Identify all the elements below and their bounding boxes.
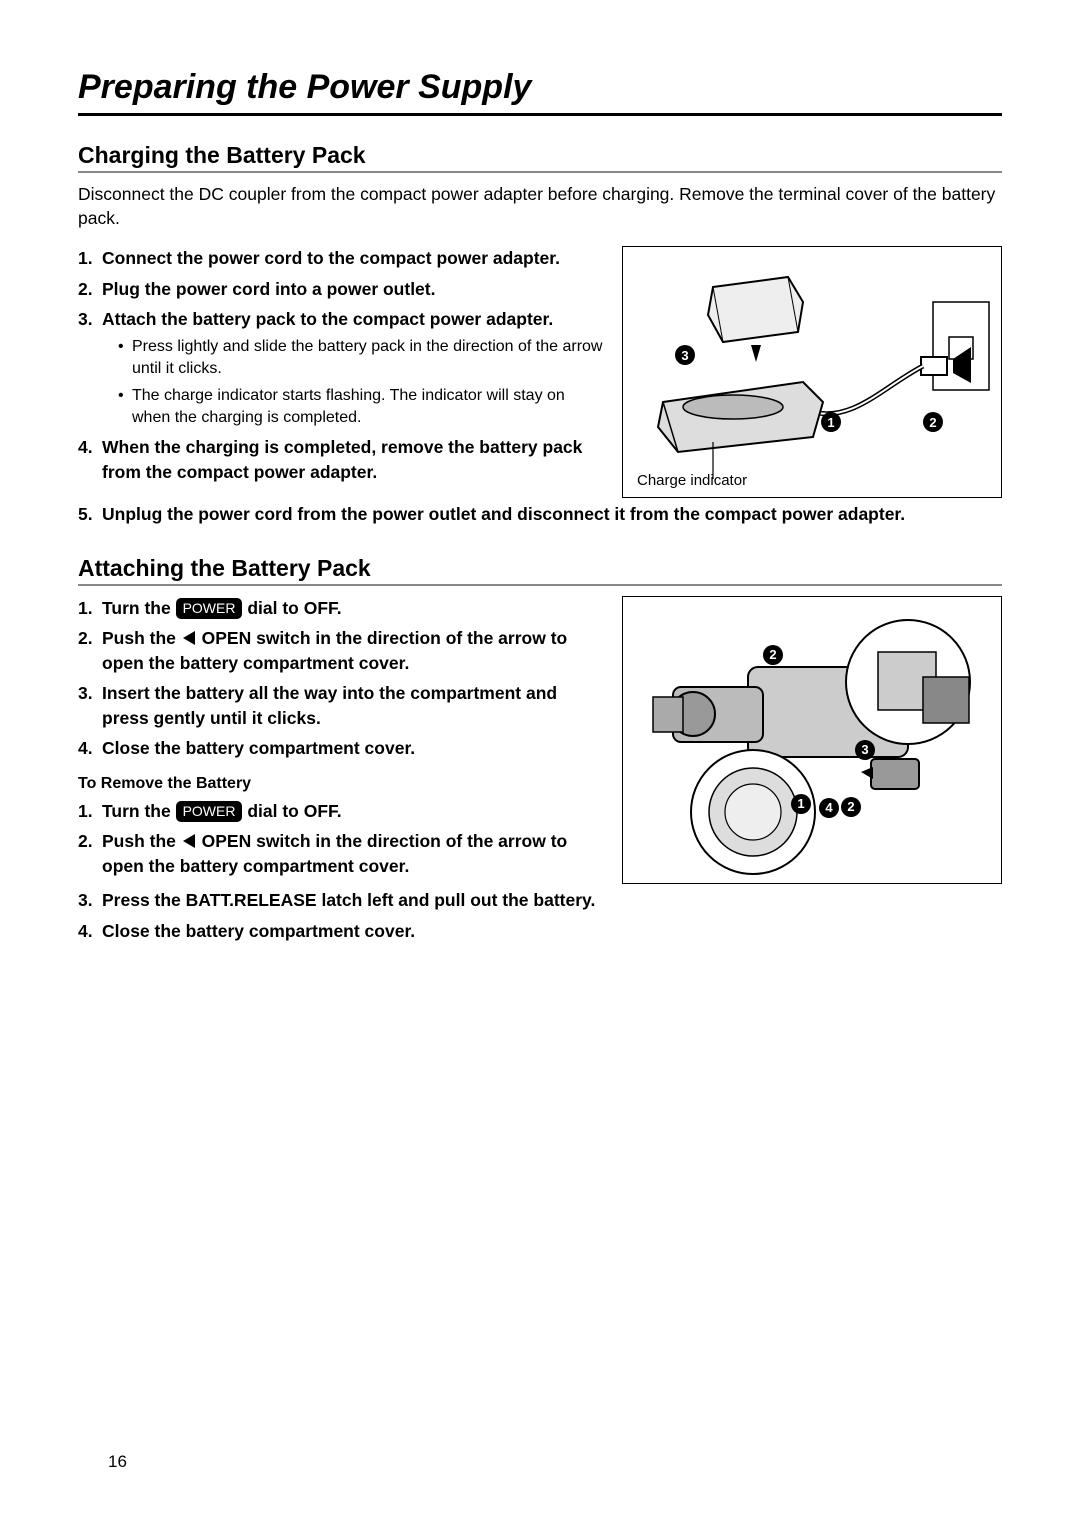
triangle-left-icon — [183, 834, 195, 848]
section-attaching-row: Turn the POWER dial to OFF. Push the OPE… — [78, 596, 1002, 885]
list-item: Unplug the power cord from the power out… — [78, 502, 1002, 527]
bullet-item: Press lightly and slide the battery pack… — [118, 336, 604, 381]
list-item: Close the battery compartment cover. — [78, 736, 604, 761]
step-text: Close the battery compartment cover. — [102, 921, 415, 941]
list-item: Turn the POWER dial to OFF. — [78, 799, 604, 824]
attaching-steps: Turn the POWER dial to OFF. Push the OPE… — [78, 596, 604, 761]
list-item: Close the battery compartment cover. — [78, 919, 1002, 944]
attaching-figure: 2 1 2 3 4 — [622, 596, 1002, 884]
bullet-item: The charge indicator starts flashing. Th… — [118, 385, 604, 430]
remove-steps-cont: Press the BATT.RELEASE latch left and pu… — [78, 888, 1002, 943]
section-charging-textcol: Connect the power cord to the compact po… — [78, 246, 604, 490]
step-bullets: Press lightly and slide the battery pack… — [102, 336, 604, 430]
page-number: 16 — [108, 1452, 127, 1472]
list-item: Insert the battery all the way into the … — [78, 681, 604, 730]
list-item: Press the BATT.RELEASE latch left and pu… — [78, 888, 1002, 913]
step-prefix: Push the — [102, 628, 181, 648]
step-text: Plug the power cord into a power outlet. — [102, 279, 435, 299]
list-item: Connect the power cord to the compact po… — [78, 246, 604, 271]
charging-figure: 1 2 3 Charge indicator — [622, 246, 1002, 498]
page-title: Preparing the Power Supply — [78, 68, 1002, 116]
charging-steps-cont: Unplug the power cord from the power out… — [78, 502, 1002, 527]
section-charging-heading: Charging the Battery Pack — [78, 142, 1002, 173]
step-text: Insert the battery all the way into the … — [102, 683, 557, 728]
attaching-figure-col: 2 1 2 3 4 — [622, 596, 1002, 884]
step-prefix: Turn the — [102, 801, 176, 821]
list-item: Plug the power cord into a power outlet. — [78, 277, 604, 302]
section-attaching-textcol: Turn the POWER dial to OFF. Push the OPE… — [78, 596, 604, 885]
step-suffix: dial to OFF. — [242, 598, 341, 618]
charging-steps: Connect the power cord to the compact po… — [78, 246, 604, 484]
list-item: Push the OPEN switch in the direction of… — [78, 829, 604, 878]
step-text: Press the BATT.RELEASE latch left and pu… — [102, 890, 595, 910]
step-text: Connect the power cord to the compact po… — [102, 248, 560, 268]
section-charging-intro: Disconnect the DC coupler from the compa… — [78, 183, 1002, 230]
step-text: Unplug the power cord from the power out… — [102, 504, 905, 524]
list-item: Push the OPEN switch in the direction of… — [78, 626, 604, 675]
charger-illustration — [623, 247, 1003, 499]
power-pill: POWER — [176, 801, 243, 823]
list-item: Turn the POWER dial to OFF. — [78, 596, 604, 621]
callout-3: 3 — [855, 740, 875, 760]
callout-2b: 2 — [841, 797, 861, 817]
step-text: When the charging is completed, remove t… — [102, 437, 582, 482]
power-pill: POWER — [176, 598, 243, 620]
list-item: Attach the battery pack to the compact p… — [78, 307, 604, 429]
step-prefix: Turn the — [102, 598, 176, 618]
section-attaching-heading: Attaching the Battery Pack — [78, 555, 1002, 586]
section-charging-row: Connect the power cord to the compact po… — [78, 246, 1002, 498]
charging-figure-col: 1 2 3 Charge indicator — [622, 246, 1002, 498]
step-suffix: dial to OFF. — [242, 801, 341, 821]
callout-4: 4 — [819, 798, 839, 818]
step-text: Attach the battery pack to the compact p… — [102, 309, 553, 329]
camera-illustration — [623, 597, 1003, 885]
remove-steps: Turn the POWER dial to OFF. Push the OPE… — [78, 799, 604, 879]
callout-1: 1 — [791, 794, 811, 814]
charging-figure-caption: Charge indicator — [637, 472, 747, 489]
step-text: Close the battery compartment cover. — [102, 738, 415, 758]
triangle-left-icon — [183, 631, 195, 645]
callout-2a: 2 — [763, 645, 783, 665]
step-prefix: Push the — [102, 831, 181, 851]
list-item: When the charging is completed, remove t… — [78, 435, 604, 484]
remove-battery-subheading: To Remove the Battery — [78, 775, 604, 793]
